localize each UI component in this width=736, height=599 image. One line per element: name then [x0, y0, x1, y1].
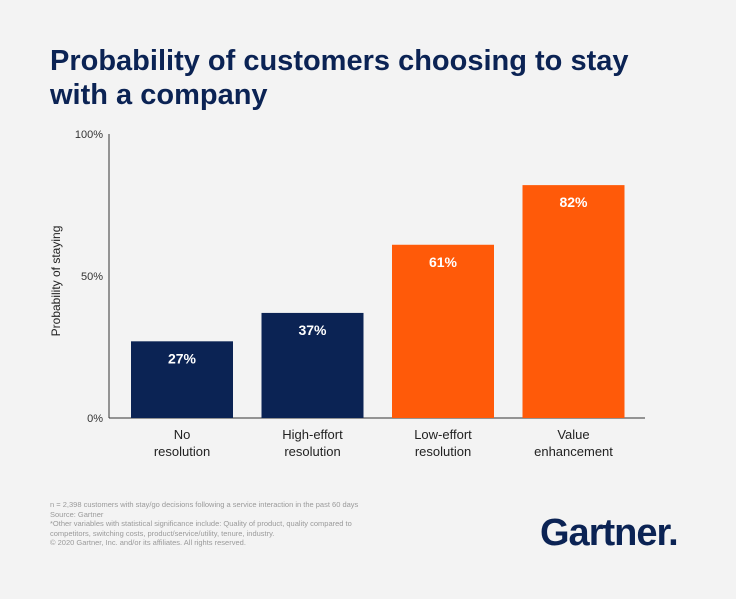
bar [392, 244, 494, 418]
bar [131, 341, 233, 418]
x-tick-label: resolution [415, 444, 471, 459]
footnote-line: Source: Gartner [50, 509, 104, 519]
x-tick-label: Value [557, 427, 589, 442]
gartner-logo: Gartner. [540, 512, 679, 554]
chart-title: Probability of customers choosing to sta… [50, 45, 629, 111]
bar [522, 185, 625, 418]
bar-value-label: 61% [429, 254, 458, 270]
footnotes: n = 2,398 customers with stay/go decisio… [50, 500, 470, 548]
footnote-line: competitors, switching costs, product/se… [50, 528, 275, 538]
x-tick-label: Low-effort [414, 427, 472, 442]
x-tick-label: enhancement [534, 444, 613, 459]
y-tick-label: 100% [75, 129, 103, 141]
x-tick-label: resolution [284, 444, 340, 459]
y-tick-label: 50% [81, 271, 103, 283]
footnote-line: n = 2,398 customers with stay/go decisio… [50, 500, 359, 509]
x-tick-label: High-effort [282, 427, 343, 442]
bar-value-label: 82% [559, 194, 588, 210]
y-tick-label: 0% [87, 413, 103, 425]
bar-value-label: 27% [168, 350, 197, 366]
bar [261, 312, 364, 418]
y-axis-label: Probability of staying [49, 226, 63, 337]
footnote-line: *Other variables with statistical signif… [50, 519, 352, 528]
x-tick-label: No [174, 427, 191, 442]
bar-value-label: 37% [298, 322, 327, 338]
footnote-line: © 2020 Gartner, Inc. and/or its affiliat… [50, 538, 246, 547]
x-tick-label: resolution [154, 444, 210, 459]
